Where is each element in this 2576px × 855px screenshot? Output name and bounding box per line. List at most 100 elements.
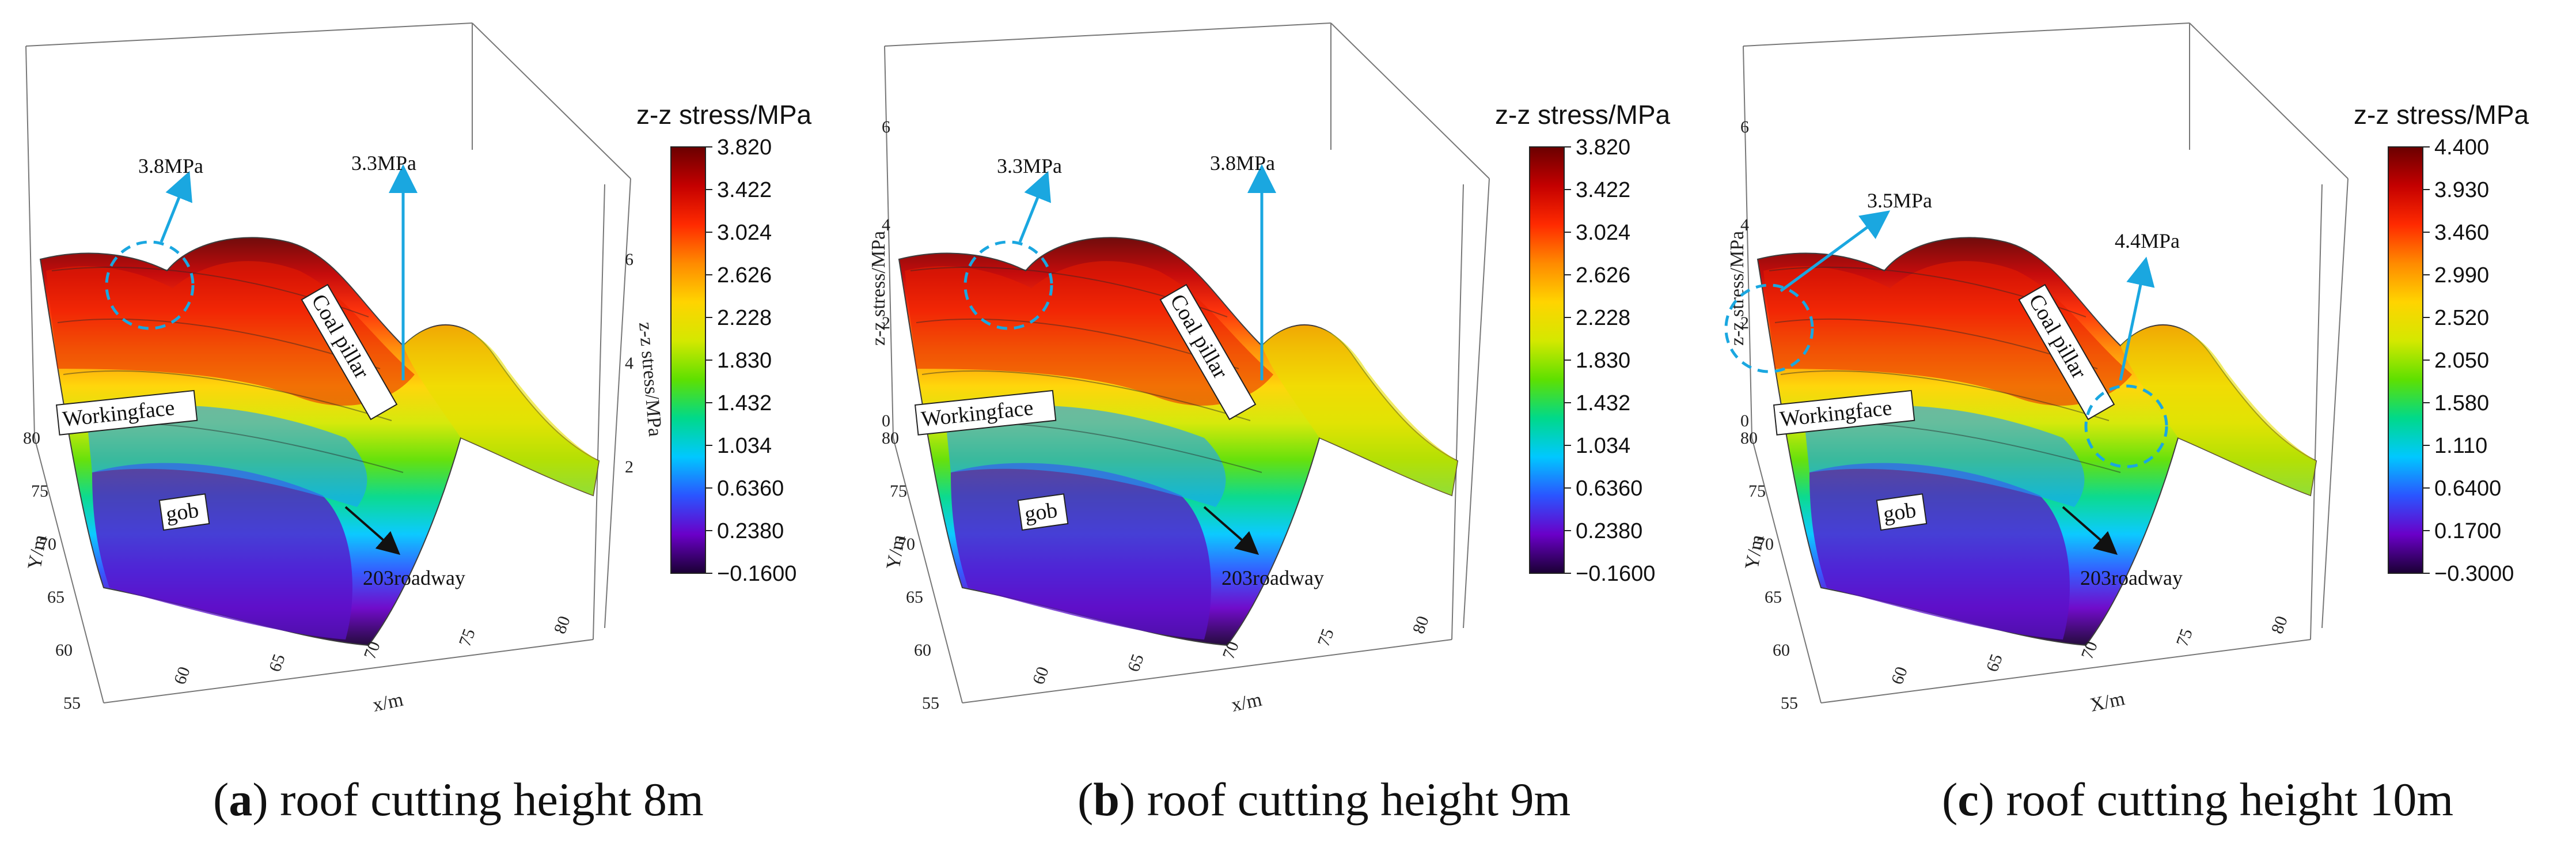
- colorbar-tick-label: 2.228: [1576, 306, 1630, 330]
- colorbar-tick-label: 1.580: [2434, 391, 2489, 415]
- peak1-label: 3.8MPa: [138, 154, 203, 177]
- y-tick-label: 70: [39, 535, 56, 554]
- colorbar-tick-label: 1.830: [717, 349, 772, 373]
- stress-surface: [898, 237, 1459, 646]
- colorbar-tick-label: 3.820: [717, 135, 772, 160]
- coal-pillar-flank: [2120, 326, 2316, 495]
- colorbar-tick-label: 1.034: [717, 434, 772, 458]
- label-gob: gob: [1017, 493, 1069, 531]
- z-tick-label: 6: [625, 250, 633, 269]
- x-axis-label: x/m: [371, 689, 405, 716]
- x-tick-label: 75: [1314, 626, 1338, 649]
- gradient-colorbar-icon: [2388, 146, 2423, 574]
- y-tick-label: 65: [1765, 588, 1782, 607]
- y-tick-label: 80: [882, 429, 899, 448]
- label-roadway: 203roadway: [2080, 566, 2183, 589]
- transition-zone: [1804, 405, 2085, 507]
- x-axis-label: X/m: [2088, 688, 2127, 716]
- colorbar-tick-label: 3.460: [2434, 221, 2489, 245]
- caption-paren-open: (: [1078, 773, 1093, 826]
- colorbar-tick-label: 1.830: [1576, 349, 1630, 373]
- caption-text: roof cutting height 9m: [1135, 773, 1570, 826]
- z-tick-label: 0: [882, 411, 890, 430]
- contour-line: [921, 370, 1251, 421]
- z-tick-label: 4: [625, 354, 633, 373]
- peak2-label: 4.4MPa: [2115, 229, 2180, 252]
- caption-paren-close: ): [252, 773, 268, 826]
- z-tick-label: 2: [625, 457, 633, 476]
- axis-box-edge: [1743, 22, 2190, 47]
- y-tick-label: 75: [1748, 482, 1766, 501]
- y-tick-label: 60: [55, 641, 73, 660]
- caption-paren-open: (: [1942, 773, 1957, 826]
- axis-box-edge: [884, 22, 1331, 47]
- roadway-arrow: [2062, 506, 2118, 555]
- colorbar-tick-label: 2.050: [2434, 349, 2489, 373]
- peak2-circle: [2084, 384, 2168, 468]
- axis-box-edge: [1463, 178, 1490, 629]
- gob-zone: [1809, 463, 2070, 640]
- y-tick-label: 55: [922, 694, 939, 713]
- y-tick-label: 75: [31, 482, 48, 501]
- colorbar-tick-label: 0.2380: [717, 519, 784, 543]
- label-gob-text: gob: [164, 498, 200, 527]
- colorbar-tick-label: 0.6400: [2434, 476, 2501, 501]
- gradient-colorbar-icon: [1529, 146, 1565, 574]
- colorbar-tick-label: 3.422: [717, 178, 772, 202]
- y-tick-label: 55: [1781, 694, 1798, 713]
- caption-paren-open: (: [213, 773, 229, 826]
- peak1-label: 3.5MPa: [1867, 189, 1932, 212]
- caption-letter: a: [229, 773, 252, 826]
- colorbar-tick-label: 2.626: [717, 263, 772, 287]
- colorbar-title: z-z stress/MPa: [636, 100, 812, 130]
- caption-text: roof cutting height 8m: [268, 773, 704, 826]
- colorbar-tick-label: 3.024: [1576, 221, 1630, 245]
- x-tick-label: 80: [2268, 614, 2292, 636]
- axis-box-edge: [25, 46, 35, 438]
- z-tick-label: 4: [882, 215, 890, 234]
- axis-box-edge: [1743, 46, 1752, 438]
- transition-zone: [86, 405, 367, 507]
- contour-line: [57, 318, 381, 369]
- colorbar-tick-label: −0.3000: [2434, 562, 2514, 586]
- z-axis-label: z-z stress/MPa: [635, 321, 666, 437]
- label-workingface-box: [914, 389, 1057, 436]
- peak1-arrow: [160, 171, 192, 243]
- label-roadway: 203roadway: [363, 566, 465, 589]
- colorbar-title: z-z stress/MPa: [1495, 100, 1671, 130]
- colorbar-tick-label: 2.228: [717, 306, 772, 330]
- x-tick-label: 65: [1124, 652, 1148, 674]
- contour-line: [63, 370, 392, 421]
- axis-box-edge: [604, 178, 631, 629]
- colorbar-tick-label: 3.930: [2434, 178, 2489, 202]
- axis-box-edge: [593, 184, 605, 640]
- x-tick-label: 65: [1983, 652, 2006, 674]
- y-tick-label: 75: [890, 482, 907, 501]
- label-workingface-box: [55, 389, 198, 436]
- label-coal-pillar-box: [301, 283, 398, 421]
- colorbar-tick-label: 2.520: [2434, 306, 2489, 330]
- label-gob-box: [158, 493, 210, 531]
- axis-box-edge: [884, 46, 894, 438]
- label-coal-pillar-box: [2018, 283, 2115, 421]
- label-workingface-box: [1773, 389, 1915, 436]
- colorbar-tick-label: 0.6360: [717, 476, 784, 501]
- axis-box-edge: [103, 639, 594, 703]
- caption-paren-close: ): [1120, 773, 1135, 826]
- axis-box-edge: [472, 22, 631, 179]
- contour-line: [916, 318, 1239, 369]
- transition-zone: [945, 405, 1226, 507]
- y-tick-label: 60: [914, 641, 931, 660]
- axis-box-edge: [1751, 437, 1822, 703]
- caption-paren-close: ): [1979, 773, 1994, 826]
- axis-box-edge: [2189, 22, 2349, 179]
- z-tick-label: 2: [882, 313, 890, 332]
- peak1-circle: [1724, 283, 1814, 373]
- label-coal-pillar-box: [1159, 283, 1257, 421]
- colorbar-tick-label: 1.034: [1576, 434, 1630, 458]
- colorbar-tick-label: 1.110: [2434, 434, 2487, 458]
